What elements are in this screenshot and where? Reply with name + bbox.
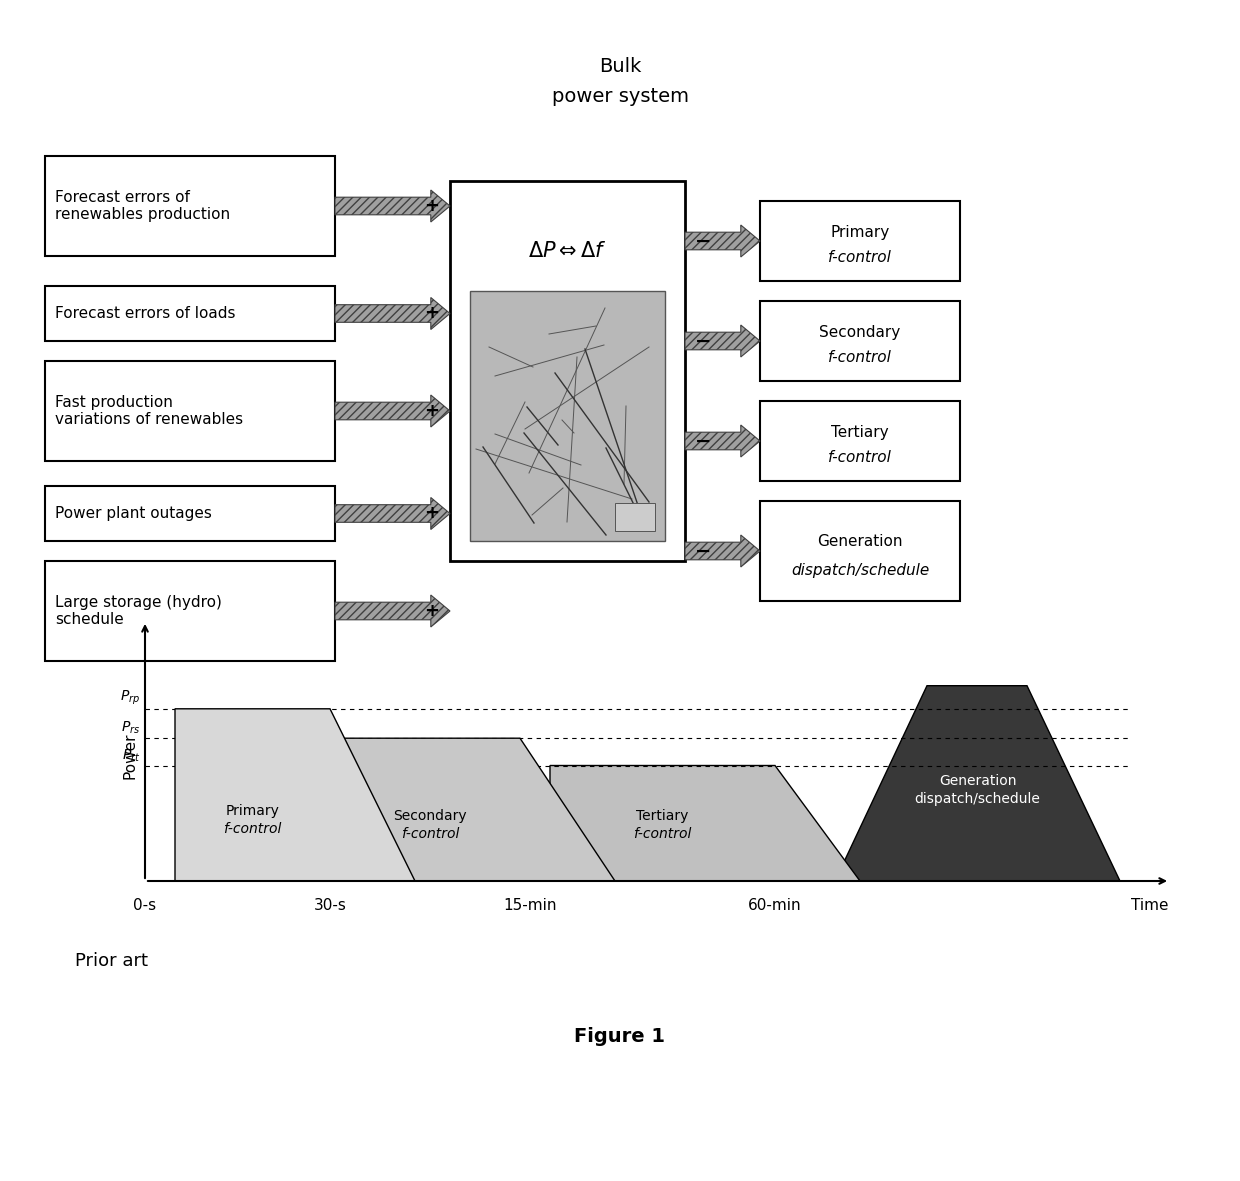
Text: f-control: f-control (828, 249, 892, 265)
Polygon shape (684, 425, 760, 457)
Text: $\Delta P \Leftrightarrow \Delta f$: $\Delta P \Leftrightarrow \Delta f$ (528, 241, 606, 261)
Text: 30-s: 30-s (314, 899, 346, 913)
FancyBboxPatch shape (45, 487, 335, 541)
Text: f‐control: f‐control (634, 827, 692, 841)
Polygon shape (175, 709, 415, 881)
Text: Power: Power (123, 732, 138, 779)
FancyBboxPatch shape (470, 291, 665, 541)
Text: $P_{rt}$: $P_{rt}$ (122, 748, 140, 763)
Text: $P_{rs}$: $P_{rs}$ (120, 719, 140, 736)
Text: dispatch/schedule: dispatch/schedule (791, 563, 929, 579)
Text: Forecast errors of
renewables production: Forecast errors of renewables production (55, 190, 231, 222)
Text: 0-s: 0-s (134, 899, 156, 913)
Text: f-control: f-control (828, 450, 892, 464)
FancyBboxPatch shape (760, 301, 960, 381)
Polygon shape (684, 226, 760, 257)
Text: Primary: Primary (226, 804, 279, 818)
Polygon shape (835, 686, 1120, 881)
Text: Generation: Generation (817, 534, 903, 548)
Text: 60-min: 60-min (748, 899, 802, 913)
Text: +: + (424, 402, 439, 420)
Text: f‐control: f‐control (223, 822, 281, 836)
Polygon shape (335, 497, 450, 529)
Text: −: − (694, 542, 712, 561)
Text: f‐control: f‐control (401, 827, 459, 841)
Text: Secondary: Secondary (393, 809, 466, 823)
FancyBboxPatch shape (45, 286, 335, 341)
FancyBboxPatch shape (45, 561, 335, 661)
Text: Power plant outages: Power plant outages (55, 505, 212, 521)
Text: Primary: Primary (831, 226, 889, 241)
Polygon shape (335, 595, 450, 627)
Text: −: − (694, 231, 712, 250)
Text: +: + (424, 602, 439, 620)
Text: f-control: f-control (828, 350, 892, 365)
Text: Generation: Generation (939, 774, 1017, 788)
Polygon shape (335, 298, 450, 329)
Text: Secondary: Secondary (820, 326, 900, 340)
Text: +: + (424, 504, 439, 522)
Polygon shape (551, 765, 861, 881)
Polygon shape (684, 535, 760, 567)
Text: Time: Time (1131, 899, 1169, 913)
Text: power system: power system (552, 86, 688, 105)
Text: Fast production
variations of renewables: Fast production variations of renewables (55, 394, 243, 428)
Text: dispatch/schedule: dispatch/schedule (915, 792, 1040, 805)
Polygon shape (335, 190, 450, 222)
Text: Tertiary: Tertiary (636, 809, 688, 823)
Polygon shape (320, 738, 615, 881)
Text: −: − (694, 332, 712, 351)
Text: 15-min: 15-min (503, 899, 557, 913)
Text: Large storage (hydro)
schedule: Large storage (hydro) schedule (55, 595, 222, 627)
Text: +: + (424, 197, 439, 215)
Text: Forecast errors of loads: Forecast errors of loads (55, 306, 236, 321)
Text: Tertiary: Tertiary (831, 425, 889, 441)
Text: Bulk: Bulk (599, 57, 641, 76)
Text: −: − (694, 431, 712, 450)
FancyBboxPatch shape (615, 503, 655, 531)
FancyBboxPatch shape (450, 181, 684, 561)
FancyBboxPatch shape (760, 402, 960, 481)
Polygon shape (684, 325, 760, 357)
FancyBboxPatch shape (45, 156, 335, 256)
Text: $P_{rp}$: $P_{rp}$ (120, 689, 140, 706)
FancyBboxPatch shape (760, 501, 960, 601)
FancyBboxPatch shape (760, 201, 960, 281)
Text: Figure 1: Figure 1 (574, 1026, 666, 1045)
Text: +: + (424, 305, 439, 322)
FancyBboxPatch shape (45, 361, 335, 461)
Text: Prior art: Prior art (74, 952, 148, 970)
Polygon shape (335, 394, 450, 428)
